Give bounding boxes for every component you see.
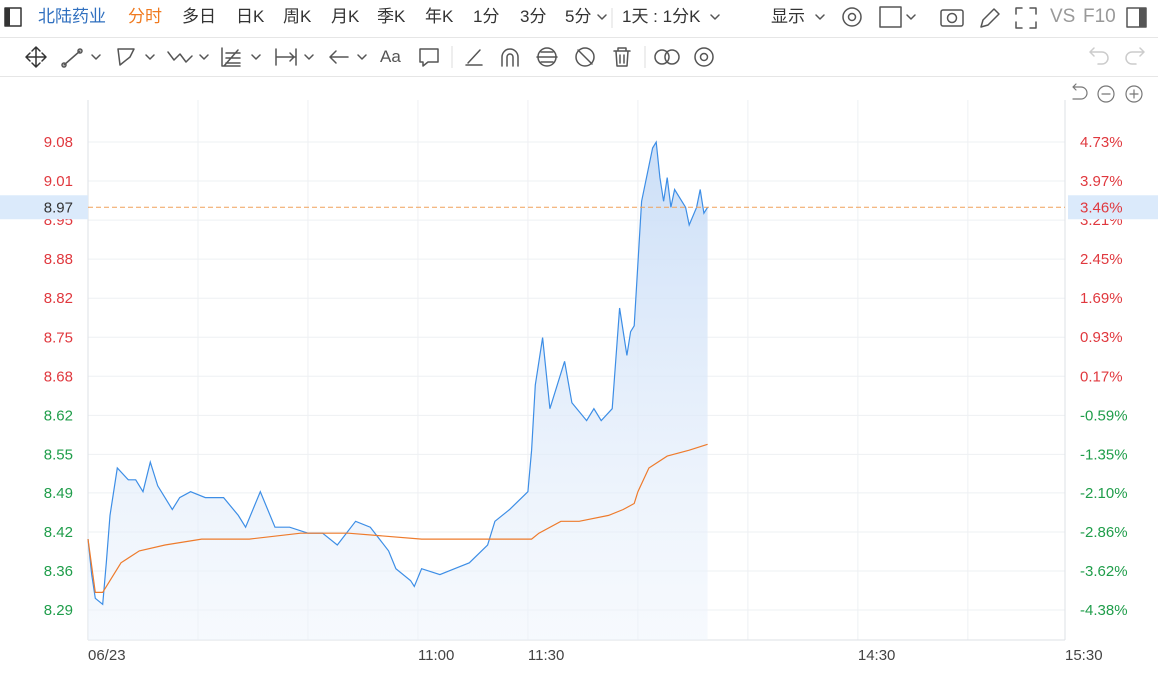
y-tick-label: 8.42 <box>44 524 73 541</box>
period-tab[interactable]: 日K <box>236 7 265 26</box>
settings-tool[interactable] <box>694 47 714 67</box>
sidebar-icon[interactable] <box>1126 7 1147 28</box>
y2-tick-label: -2.86% <box>1080 524 1128 541</box>
x-tick-label: 11:30 <box>528 647 564 664</box>
y-tick-label: 8.49 <box>44 485 73 502</box>
chevron <box>815 14 825 20</box>
reset-zoom[interactable] <box>1072 83 1088 100</box>
y-tick-label: 8.62 <box>44 407 73 424</box>
compare-tool[interactable] <box>654 49 680 65</box>
hide-tool[interactable] <box>575 47 595 67</box>
last-change-box <box>1068 195 1158 220</box>
toolbar <box>0 0 1158 38</box>
y-tick-label: 9.08 <box>44 134 73 151</box>
settings-icon[interactable] <box>842 7 862 27</box>
redo[interactable] <box>1125 47 1145 65</box>
y2-tick-label: -3.62% <box>1080 563 1128 580</box>
magnet-tool[interactable] <box>501 48 519 67</box>
checkbox[interactable] <box>879 6 916 28</box>
camera-icon[interactable] <box>940 9 964 27</box>
y2-tick-label: 4.73% <box>1080 134 1123 151</box>
y2-tick-label: -4.38% <box>1080 602 1128 619</box>
y2-tick-label: 1.69% <box>1080 290 1123 307</box>
y2-tick-label: 2.45% <box>1080 251 1123 268</box>
note-tool[interactable] <box>419 48 439 67</box>
y-tick-label: 8.29 <box>44 602 73 619</box>
fib-tool[interactable] <box>221 47 261 67</box>
chevron <box>597 14 607 20</box>
lock-tool[interactable] <box>536 47 558 67</box>
y-tick-label: 8.68 <box>44 368 73 385</box>
delete-tool[interactable] <box>613 47 631 67</box>
period-tab[interactable]: 季K <box>377 7 406 26</box>
wave-tool[interactable] <box>167 51 209 63</box>
last-price-label: 8.97 <box>44 199 73 216</box>
price-line <box>87 140 709 606</box>
y-tick-label: 8.82 <box>44 290 73 307</box>
y2-tick-label: 0.93% <box>1080 329 1123 346</box>
x-tick-label: 15:30 <box>1065 647 1103 664</box>
chevron <box>710 14 720 20</box>
last-change-label: 3.46% <box>1080 199 1123 216</box>
pen-tool[interactable] <box>465 49 483 66</box>
period-tab[interactable]: 月K <box>331 7 360 26</box>
font-button[interactable]: Aa <box>380 47 401 66</box>
average-line <box>87 443 708 593</box>
period-tab[interactable]: 多日 <box>182 7 216 26</box>
area-fill <box>88 142 708 640</box>
pencil-icon[interactable] <box>980 8 1000 28</box>
period-tab[interactable]: 5分 <box>565 7 592 26</box>
y2-tick-label: -1.35% <box>1080 446 1128 463</box>
last-price-box <box>0 195 88 220</box>
y2-tick-label: -2.10% <box>1080 485 1128 502</box>
zoom-in[interactable] <box>1125 85 1143 103</box>
y-tick-label: 8.75 <box>44 329 73 346</box>
toolbar-icons <box>4 6 1147 103</box>
period-tab[interactable]: 周K <box>283 7 312 26</box>
period-select[interactable]: 1天 : 1分K <box>622 7 701 26</box>
period-tab[interactable]: 分时 <box>128 7 162 26</box>
line-tool[interactable] <box>61 48 101 68</box>
y2-tick-label: 0.17% <box>1080 368 1123 385</box>
measure-tool[interactable] <box>275 48 314 66</box>
period-tab[interactable]: 年K <box>425 7 454 26</box>
y2-tick-label: -0.59% <box>1080 407 1128 424</box>
polygon-tool[interactable] <box>117 48 155 66</box>
y2-tick-label: 3.97% <box>1080 173 1123 190</box>
x-tick-label: 14:30 <box>858 647 896 664</box>
y-tick-label: 8.55 <box>44 446 73 463</box>
fullscreen-icon[interactable] <box>1015 7 1037 29</box>
y-tick-label: 8.36 <box>44 563 73 580</box>
period-tab[interactable]: 1分 <box>473 7 500 26</box>
arrow-tool[interactable] <box>329 50 367 64</box>
period-tab[interactable]: 3分 <box>520 7 547 26</box>
toolbar-2 <box>0 38 1158 77</box>
f10-button[interactable]: F10 <box>1083 6 1116 27</box>
display-menu[interactable]: 显示 <box>771 7 805 26</box>
zoom-out[interactable] <box>1097 85 1115 103</box>
panel-icon[interactable] <box>4 7 22 27</box>
x-tick-label: 06/23 <box>88 647 126 664</box>
y-tick-label: 8.88 <box>44 251 73 268</box>
stock-name[interactable]: 北陆药业 <box>38 7 106 26</box>
vs-button[interactable]: VS <box>1050 6 1076 27</box>
undo[interactable] <box>1089 47 1109 65</box>
y-tick-label: 9.01 <box>44 173 73 190</box>
x-tick-label: 11:00 <box>418 647 454 664</box>
move-tool[interactable] <box>25 46 47 68</box>
